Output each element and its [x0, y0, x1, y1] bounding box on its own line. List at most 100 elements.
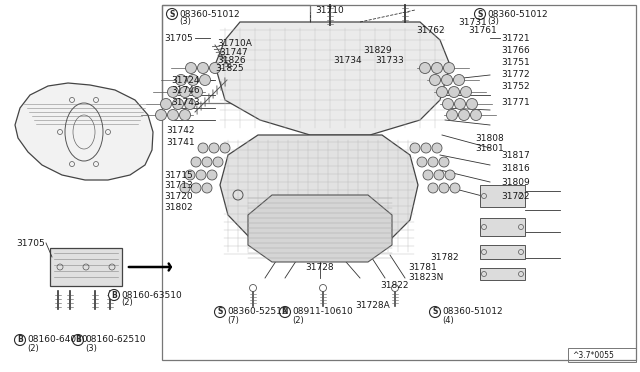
Text: B: B [17, 336, 23, 344]
Text: 31817: 31817 [501, 151, 530, 160]
Polygon shape [220, 135, 418, 255]
Text: 31781: 31781 [408, 263, 436, 273]
Text: 31731: 31731 [458, 17, 487, 26]
Circle shape [458, 109, 470, 121]
Circle shape [166, 9, 177, 19]
Text: S: S [477, 10, 483, 19]
Circle shape [196, 170, 206, 180]
Circle shape [156, 109, 166, 121]
Circle shape [467, 99, 477, 109]
Polygon shape [248, 195, 392, 262]
Bar [568, 348, 636, 362]
Circle shape [185, 170, 195, 180]
Text: 08360-51012: 08360-51012 [487, 10, 548, 19]
Bar [162, 5, 636, 360]
Text: S: S [170, 10, 175, 19]
Text: B: B [75, 336, 81, 344]
Circle shape [442, 99, 454, 109]
Text: 31721: 31721 [501, 33, 530, 42]
Circle shape [454, 99, 465, 109]
Text: 31751: 31751 [501, 58, 530, 67]
Circle shape [220, 143, 230, 153]
Text: 31782: 31782 [430, 253, 459, 263]
Text: 08360-51012: 08360-51012 [442, 308, 502, 317]
Text: B: B [111, 291, 117, 299]
Bar [480, 245, 525, 259]
Text: 31746: 31746 [172, 86, 200, 94]
Polygon shape [215, 22, 450, 135]
Circle shape [209, 143, 219, 153]
Circle shape [191, 87, 202, 97]
Text: 31705: 31705 [164, 33, 193, 42]
Bar [162, 5, 310, 103]
Circle shape [450, 183, 460, 193]
Bar [480, 185, 525, 207]
Circle shape [429, 307, 440, 317]
Circle shape [161, 99, 172, 109]
Text: 31728A: 31728A [355, 301, 390, 310]
Text: (2): (2) [292, 315, 304, 324]
Text: 31826: 31826 [217, 55, 246, 64]
Circle shape [188, 74, 198, 86]
Text: 31823N: 31823N [408, 273, 444, 282]
Bar [50, 248, 122, 286]
Circle shape [109, 289, 120, 301]
Text: (2): (2) [121, 298, 132, 308]
Text: 31733: 31733 [375, 55, 404, 64]
Text: (3): (3) [85, 343, 97, 353]
Circle shape [207, 170, 217, 180]
Text: 31724: 31724 [172, 76, 200, 84]
Circle shape [213, 157, 223, 167]
Circle shape [417, 157, 427, 167]
Text: 31822: 31822 [380, 280, 408, 289]
Text: 31809: 31809 [501, 177, 530, 186]
Circle shape [439, 183, 449, 193]
Circle shape [15, 334, 26, 346]
Circle shape [474, 9, 486, 19]
Text: 31741: 31741 [166, 138, 195, 147]
Circle shape [436, 87, 447, 97]
Circle shape [168, 109, 179, 121]
Circle shape [202, 157, 212, 167]
Polygon shape [15, 83, 153, 180]
Circle shape [419, 62, 431, 74]
Circle shape [445, 170, 455, 180]
Circle shape [200, 74, 211, 86]
Text: 31747: 31747 [219, 48, 248, 57]
Text: 31742: 31742 [166, 125, 195, 135]
Text: 31710: 31710 [316, 6, 344, 15]
Circle shape [421, 143, 431, 153]
Circle shape [280, 307, 291, 317]
Text: 31762: 31762 [417, 26, 445, 35]
Text: 08160-63510: 08160-63510 [121, 291, 182, 299]
Text: (2): (2) [27, 343, 39, 353]
Circle shape [449, 87, 460, 97]
Circle shape [454, 74, 465, 86]
Text: 08160-64010: 08160-64010 [27, 336, 88, 344]
Circle shape [72, 334, 83, 346]
Text: 08360-51012: 08360-51012 [179, 10, 239, 19]
Text: (3): (3) [179, 16, 191, 26]
Circle shape [428, 183, 438, 193]
Text: 08360-52512: 08360-52512 [227, 308, 287, 317]
Circle shape [439, 157, 449, 167]
Circle shape [179, 87, 191, 97]
Circle shape [209, 62, 221, 74]
Text: S: S [218, 308, 223, 317]
Circle shape [410, 143, 420, 153]
Circle shape [186, 62, 196, 74]
Text: 31829: 31829 [364, 45, 392, 55]
Text: 31713: 31713 [164, 180, 193, 189]
Text: 31743: 31743 [172, 97, 200, 106]
Text: 31728: 31728 [306, 263, 334, 273]
Text: 31720: 31720 [164, 192, 193, 201]
Circle shape [432, 143, 442, 153]
Circle shape [173, 99, 184, 109]
Circle shape [198, 62, 209, 74]
Text: (3): (3) [487, 16, 499, 26]
Text: 31752: 31752 [501, 81, 530, 90]
Text: ^3.7*0055: ^3.7*0055 [572, 350, 614, 359]
Circle shape [191, 157, 201, 167]
Text: S: S [432, 308, 438, 317]
Text: 31801: 31801 [475, 144, 504, 153]
